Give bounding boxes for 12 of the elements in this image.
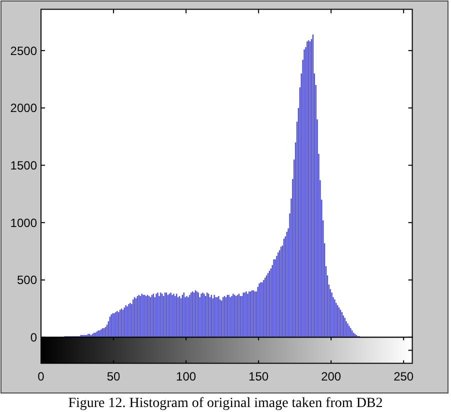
x-tick-label: 100 (176, 370, 196, 384)
x-tick-label: 250 (394, 370, 414, 384)
y-tick-label: 2500 (10, 44, 38, 58)
x-tick-label: 150 (248, 370, 269, 384)
caption: Figure 12. Histogram of original image taken from DB2 (68, 396, 383, 411)
y-tick-label: 500 (16, 273, 38, 288)
y-tick-label: 2000 (10, 101, 38, 116)
y-tick-label: 1500 (10, 158, 38, 172)
x-tick-label: 200 (321, 370, 342, 384)
y-tick-label: 0 (30, 330, 38, 344)
y-tick-label: 1000 (10, 216, 38, 230)
x-tick-label: 50 (106, 370, 121, 384)
